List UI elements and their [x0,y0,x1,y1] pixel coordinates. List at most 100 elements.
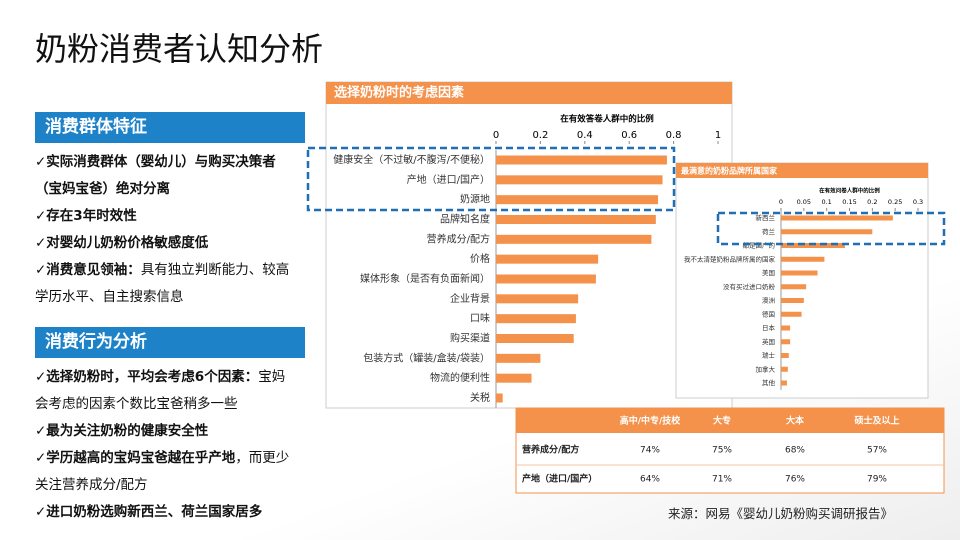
bullet-bold: ✓实际消费群体（婴幼儿）与购买决策者（宝妈宝爸）绝对分离 [35,154,276,197]
chart-header [676,163,928,178]
bullet-bold: ✓选择奶粉时，平均会考虑6个因素： [35,369,259,385]
bullet-text: 具有独立判断能力、较高学历水平、自主搜索信息 [35,262,290,305]
x-tick-label: 0.2 [532,130,548,141]
x-tick-label: 0.1 [821,198,831,206]
category-label: 日本 [762,323,776,332]
table-cell: 79% [867,475,887,485]
category-label: 瑞士 [762,351,776,360]
category-label: 加拿大 [756,364,776,373]
bar [781,229,873,235]
bullet-bold: ✓进口奶粉选购新西兰、荷兰国家居多 [35,504,263,520]
category-label: 美国 [762,268,775,277]
table-cell: 营养成分/配方 [522,444,579,456]
table-header-cell: 硕士及以上 [854,415,899,427]
bullet-text: 宝妈会考虑的因素个数比宝爸稍多一些 [35,369,286,412]
axis-title: 在有效问卷人群中的比例 [819,187,880,195]
bar [781,311,802,317]
table-cell: 74% [640,446,660,456]
category-label: 产地（进口/国产） [407,173,490,186]
bar [496,195,659,205]
bar [781,353,789,358]
table-cell: 57% [867,446,887,456]
category-label: 英国 [762,337,775,346]
category-label: 新西兰 [756,213,776,222]
bar [781,380,787,386]
source: 来源：网易《婴幼儿奶粉购买调研报告》 [668,506,894,521]
category-label: 没有买过进口奶粉 [723,282,776,291]
category-label: 健康安全（不过敏/不腹泻/不便秘） [333,153,490,166]
category-label: 我不太清楚奶粉品牌所属的国家 [684,254,776,263]
category-label: 包装方式（罐装/盒装/袋装） [363,351,490,364]
table-header-cell: 高中/中专/技校 [620,415,682,427]
table-cell: 76% [785,475,805,485]
bar [496,234,652,244]
bar [781,256,825,262]
bar [781,366,788,372]
bar [781,270,818,276]
category-label: 媒体形象（是否有负面新闻） [360,272,490,285]
category-label: 关税 [470,391,490,404]
table-cell: 64% [640,475,660,485]
slide-title: 奶粉消费者认知分析 [35,30,324,68]
spacer [35,311,305,327]
bar [496,334,574,343]
chart-frame [675,162,929,399]
bullet-item: ✓对婴幼儿奶粉价格敏感度低 [35,230,297,257]
bar [496,373,532,383]
bar [496,155,667,165]
category-label: 荷兰 [762,227,776,236]
bar [781,298,804,303]
bullet-text: ，而更少关注营养成分/配方 [35,450,290,493]
highlight-box [306,146,676,212]
category-label: 购买渠道 [450,332,490,345]
bar [781,339,791,345]
x-tick-label: 0 [779,198,783,206]
x-tick-label: 0.8 [666,130,682,141]
bullet-bold: ✓最为关注奶粉的健康安全性 [35,423,209,439]
table-cell: 71% [712,475,732,485]
table-header-cell: 大专 [713,415,731,427]
bar [496,254,599,264]
bullet-bold: ✓存在3年时效性 [35,208,137,224]
category-label: 营养成分/配方 [427,232,490,245]
chart-frame [325,81,733,409]
bullet-bold: ✓消费意见领袖： [35,262,141,278]
bar [781,284,807,290]
x-tick-label: 0.15 [842,198,856,206]
x-tick-label: 0.05 [797,198,811,206]
bar [496,353,541,363]
bar [496,175,663,185]
x-tick-label: 0.6 [621,130,637,141]
x-tick-label: 0.2 [867,198,877,206]
category-label: 物流的便利性 [430,371,490,384]
x-tick-label: 1 [715,130,721,141]
category-label: 口味 [470,313,490,325]
bullet-item: ✓进口奶粉选购新西兰、荷兰国家居多 [35,499,297,526]
bar [781,243,845,248]
bar [496,294,579,304]
category-label: 价格 [470,252,490,265]
table-cell: 68% [785,446,805,456]
bullet-item: ✓存在3年时效性 [35,203,297,230]
bar [496,314,576,324]
table-header-cell: 大本 [786,415,805,427]
bullet-item: ✓最为关注奶粉的健康安全性 [35,418,297,445]
chart-title: 选择奶粉时的考虑因素 [334,85,464,101]
highlight-box [716,211,946,246]
bullet-bold: ✓学历越高的宝妈宝爸越在乎产地 [35,450,236,466]
section-heading: 消费行为分析 [35,327,305,358]
bullet-item: ✓学历越高的宝妈宝爸越在乎产地，而更少关注营养成分/配方 [35,445,297,499]
table-cell: 产地（进口/国产） [522,473,597,485]
bar [781,325,791,331]
bullet-item: ✓消费意见领袖：具有独立判断能力、较高学历水平、自主搜索信息 [35,257,297,311]
x-tick-label: 0 [493,130,499,141]
category-label: 企业背景 [450,292,490,305]
x-tick-label: 0.25 [888,198,902,206]
category-label: 澳洲 [762,296,775,305]
x-tick-label: 0.4 [577,130,593,141]
category-label: 品牌知名度 [440,213,490,226]
table-header [516,408,944,433]
bullet-item: ✓选择奶粉时，平均会考虑6个因素：宝妈会考虑的因素个数比宝爸稍多一些 [35,364,297,418]
bullet-item: ✓实际消费群体（婴幼儿）与购买决策者（宝妈宝爸）绝对分离 [35,149,297,203]
